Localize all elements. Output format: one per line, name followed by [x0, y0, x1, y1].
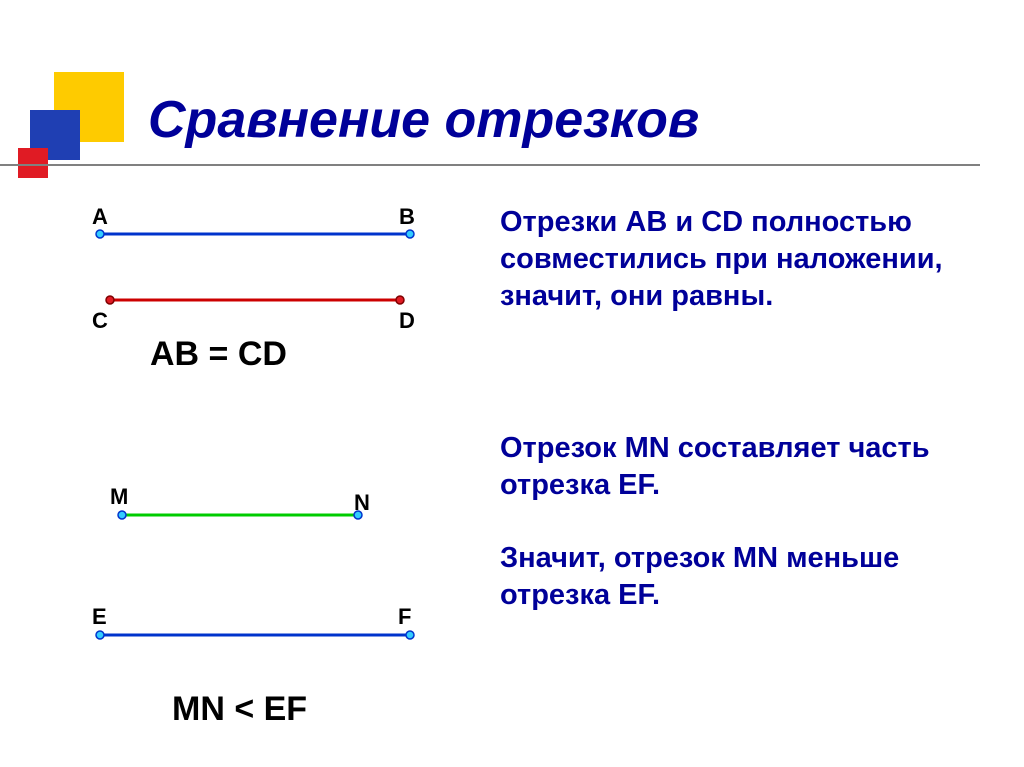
- paragraph-1: Отрезки AB и CD полностью совместились п…: [500, 204, 1005, 315]
- equation-ab-cd: AB = CD: [150, 335, 287, 374]
- endpoint-CD-1: [396, 296, 404, 304]
- endpoint-MN-0: [118, 511, 126, 519]
- endpoint-AB-0: [96, 230, 104, 238]
- point-label-N: N: [354, 490, 370, 516]
- segment-EF: [92, 627, 418, 643]
- paragraph-2: Отрезок MN составляет часть отрезка EF.: [500, 430, 1005, 504]
- point-label-M: M: [110, 484, 128, 510]
- point-label-B: B: [399, 204, 415, 230]
- endpoint-EF-0: [96, 631, 104, 639]
- point-label-D: D: [399, 308, 415, 334]
- segment-AB: [92, 226, 418, 242]
- title-underline: [0, 164, 980, 166]
- segment-CD: [102, 292, 408, 308]
- paragraph-3: Значит, отрезок MN меньше отрезка EF.: [500, 540, 1005, 614]
- endpoint-CD-0: [106, 296, 114, 304]
- point-label-C: C: [92, 308, 108, 334]
- point-label-F: F: [398, 604, 411, 630]
- segment-MN: [114, 507, 366, 523]
- endpoint-AB-1: [406, 230, 414, 238]
- page-title: Сравнение отрезков: [148, 90, 699, 150]
- point-label-A: A: [92, 204, 108, 230]
- logo-square-2: [18, 148, 48, 178]
- equation-mn-ef: MN < EF: [172, 690, 307, 729]
- endpoint-EF-1: [406, 631, 414, 639]
- slide: Сравнение отрезков Отрезки AB и CD полно…: [0, 0, 1024, 767]
- point-label-E: E: [92, 604, 107, 630]
